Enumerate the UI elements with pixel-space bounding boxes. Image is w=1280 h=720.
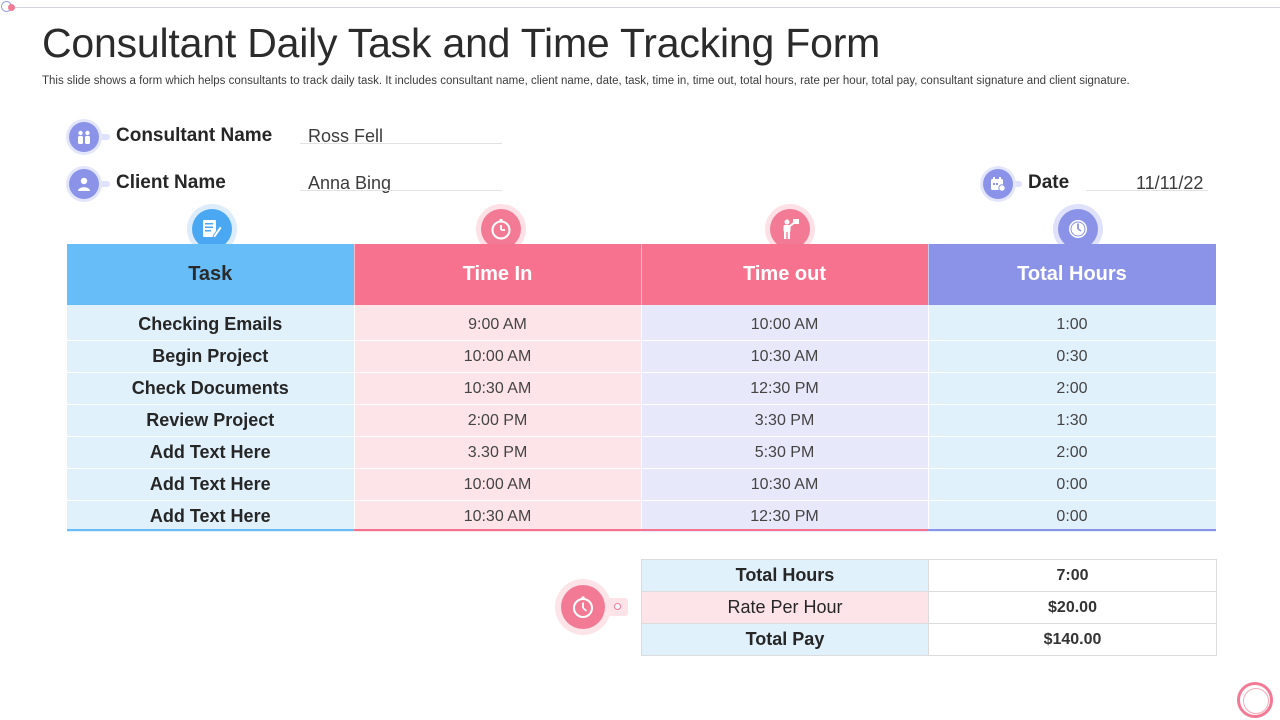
total-hours-cell[interactable]: 1:30 xyxy=(928,404,1217,437)
date-underline xyxy=(1086,190,1208,191)
time-in-cell[interactable]: 10:30 AM xyxy=(354,372,642,405)
date-value[interactable]: 11/11/22 xyxy=(1136,173,1204,193)
summary-total-pay-label: Total Pay xyxy=(641,623,929,656)
task-cell[interactable]: Review Project xyxy=(67,404,355,437)
consultant-name-value[interactable]: Ross Fell xyxy=(308,126,384,146)
time-out-cell[interactable]: 10:30 AM xyxy=(641,468,929,501)
time-out-cell[interactable]: 5:30 PM xyxy=(641,436,929,469)
corner-ring-icon xyxy=(1237,682,1273,718)
table-bottom-accent xyxy=(928,529,1216,531)
task-cell[interactable]: Begin Project xyxy=(67,340,355,373)
table-row: Check Documents 10:30 AM 12:30 PM 2:00 xyxy=(67,372,1217,405)
decor-dot-icon xyxy=(8,4,15,11)
time-out-cell[interactable]: 10:30 AM xyxy=(641,340,929,373)
total-hours-cell[interactable]: 0:00 xyxy=(928,468,1217,501)
client-name-value[interactable]: Anna Bing xyxy=(308,173,392,193)
top-divider xyxy=(14,7,1280,8)
table-row: Add Text Here 10:00 AM 10:30 AM 0:00 xyxy=(67,468,1217,501)
table-row: Review Project 2:00 PM 3:30 PM 1:30 xyxy=(67,404,1217,437)
table-row: Checking Emails 9:00 AM 10:00 AM 1:00 xyxy=(67,305,1217,341)
header-task: Task xyxy=(67,244,355,305)
table-row: Add Text Here 3.30 PM 5:30 PM 2:00 xyxy=(67,436,1217,469)
total-hours-cell[interactable]: 1:00 xyxy=(928,305,1217,341)
table-row: Begin Project 10:00 AM 10:30 AM 0:30 xyxy=(67,340,1217,373)
time-out-cell[interactable]: 12:30 PM xyxy=(641,372,929,405)
consultant-name-underline xyxy=(300,143,502,144)
task-cell[interactable]: Check Documents xyxy=(67,372,355,405)
time-out-cell[interactable]: 10:00 AM xyxy=(641,305,929,341)
time-in-cell[interactable]: 2:00 PM xyxy=(354,404,642,437)
total-hours-cell[interactable]: 0:30 xyxy=(928,340,1217,373)
client-name-underline xyxy=(300,190,502,191)
time-in-cell[interactable]: 10:00 AM xyxy=(354,468,642,501)
header-time-out: Time out xyxy=(641,244,929,305)
user-icon xyxy=(69,169,99,199)
total-hours-cell[interactable]: 0:00 xyxy=(928,500,1217,533)
calendar-icon xyxy=(983,169,1013,199)
time-in-cell[interactable]: 10:00 AM xyxy=(354,340,642,373)
task-cell[interactable]: Add Text Here xyxy=(67,468,355,501)
time-in-cell[interactable]: 3.30 PM xyxy=(354,436,642,469)
client-name-label: Client Name xyxy=(116,172,226,193)
summary-connector-dot-icon xyxy=(614,603,621,610)
task-cell[interactable]: Checking Emails xyxy=(67,305,355,341)
consultant-group-icon xyxy=(69,122,99,152)
task-cell[interactable]: Add Text Here xyxy=(67,500,355,533)
summary-stopwatch-icon xyxy=(555,579,611,635)
time-out-cell[interactable]: 3:30 PM xyxy=(641,404,929,437)
summary-total-hours-label: Total Hours xyxy=(641,559,929,592)
time-in-cell[interactable]: 10:30 AM xyxy=(354,500,642,533)
header-time-in: Time In xyxy=(354,244,642,305)
summary-row: Total Pay $140.00 xyxy=(641,623,1217,656)
field-pill-decor xyxy=(98,181,110,187)
table-header-row: Task Time In Time out Total Hours xyxy=(67,244,1217,305)
total-hours-cell[interactable]: 2:00 xyxy=(928,436,1217,469)
date-label: Date xyxy=(1028,172,1070,193)
total-hours-cell[interactable]: 2:00 xyxy=(928,372,1217,405)
summary-row: Total Hours 7:00 xyxy=(641,559,1217,592)
summary-total-hours-value[interactable]: 7:00 xyxy=(928,559,1217,592)
summary-table: Total Hours 7:00 Rate Per Hour $20.00 To… xyxy=(641,559,1217,656)
table-bottom-accent xyxy=(354,529,928,531)
consultant-name-label: Consultant Name xyxy=(116,125,273,146)
time-in-cell[interactable]: 9:00 AM xyxy=(354,305,642,341)
task-cell[interactable]: Add Text Here xyxy=(67,436,355,469)
summary-total-pay-value[interactable]: $140.00 xyxy=(928,623,1217,656)
table-row: Add Text Here 10:30 AM 12:30 PM 0:00 xyxy=(67,500,1217,533)
summary-rate-value[interactable]: $20.00 xyxy=(928,591,1217,624)
time-out-cell[interactable]: 12:30 PM xyxy=(641,500,929,533)
page-title: Consultant Daily Task and Time Tracking … xyxy=(42,20,881,66)
summary-rate-label: Rate Per Hour xyxy=(641,591,929,624)
field-pill-decor xyxy=(98,134,110,140)
page-subtitle: This slide shows a form which helps cons… xyxy=(42,75,1130,87)
summary-row: Rate Per Hour $20.00 xyxy=(641,591,1217,624)
table-bottom-accent xyxy=(67,529,354,531)
field-pill-decor xyxy=(1010,181,1022,187)
task-table: Task Time In Time out Total Hours Checki… xyxy=(67,244,1217,533)
header-total-hours: Total Hours xyxy=(928,244,1217,305)
